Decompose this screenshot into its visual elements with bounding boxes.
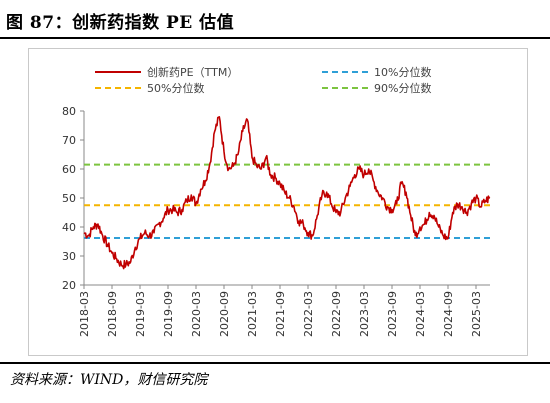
bottom-rule <box>0 362 550 364</box>
y-tick-label: 20 <box>62 279 76 292</box>
chart-frame <box>28 48 528 356</box>
x-tick-label: 2025-03 <box>470 291 483 337</box>
top-rule <box>0 37 550 39</box>
x-tick-label: 2023-09 <box>386 291 399 337</box>
x-tick-label: 2022-03 <box>302 291 315 337</box>
x-tick-label: 2024-03 <box>414 291 427 337</box>
x-tick-label: 2020-09 <box>218 291 231 337</box>
x-tick-label: 2023-03 <box>358 291 371 337</box>
x-tick-label: 2018-03 <box>78 291 91 337</box>
pe-ttm-line <box>83 116 491 270</box>
x-tick-label: 2019-03 <box>134 291 147 337</box>
x-tick-label: 2022-09 <box>330 291 343 337</box>
y-tick-label: 70 <box>62 134 76 147</box>
x-tick-label: 2019-09 <box>162 291 175 337</box>
x-tick-label: 2021-03 <box>246 291 259 337</box>
legend-label: 10%分位数 <box>374 65 431 79</box>
y-tick-label: 40 <box>62 221 76 234</box>
y-tick-label: 80 <box>62 105 76 118</box>
x-tick-label: 2021-09 <box>274 291 287 337</box>
x-tick-label: 2020-03 <box>190 291 203 337</box>
figure-title: 图 87：创新药指数 PE 估值 <box>6 13 235 33</box>
y-tick-label: 50 <box>62 192 76 205</box>
legend-label: 90%分位数 <box>374 81 431 95</box>
legend-label: 50%分位数 <box>147 81 204 95</box>
legend-label: 创新药PE（TTM） <box>147 65 238 79</box>
x-tick-label: 2018-09 <box>106 291 119 337</box>
source-note: 资料来源：WIND，财信研究院 <box>10 372 208 388</box>
y-tick-label: 30 <box>62 250 76 263</box>
y-tick-label: 60 <box>62 163 76 176</box>
x-tick-label: 2024-09 <box>442 291 455 337</box>
